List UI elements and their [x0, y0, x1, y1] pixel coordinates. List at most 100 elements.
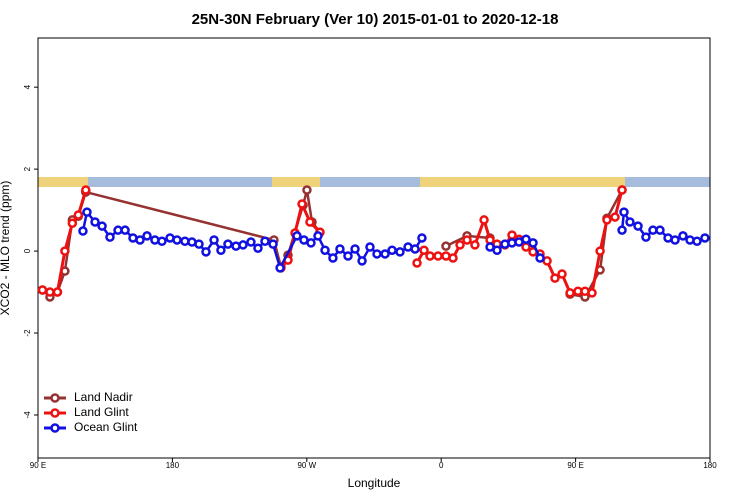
data-point: [313, 231, 323, 241]
y-axis-label: XCO2 - MLO trend (ppm): [0, 181, 12, 316]
data-point: [462, 235, 472, 245]
data-point: [305, 217, 315, 227]
y-tick-label: -2: [23, 329, 32, 337]
data-point: [455, 240, 465, 250]
data-point: [105, 232, 115, 242]
data-point: [253, 243, 263, 253]
legend-marker: [50, 423, 60, 433]
data-point: [507, 230, 517, 240]
data-point: [52, 287, 63, 297]
data-point: [81, 185, 91, 195]
data-point: [238, 240, 248, 250]
x-tick-label: 180: [703, 461, 717, 470]
data-point: [617, 225, 627, 235]
data-point: [417, 233, 427, 243]
x-tick-label: 90 E: [567, 461, 583, 470]
data-point: [37, 285, 48, 295]
data-point: [602, 215, 612, 225]
legend-marker: [50, 408, 60, 418]
y-tick-label: 4: [23, 84, 32, 89]
data-point: [633, 221, 643, 231]
data-point: [120, 225, 130, 235]
y-tick-label: 2: [23, 166, 32, 171]
data-point: [441, 241, 451, 251]
data-point: [335, 244, 345, 254]
data-point: [97, 221, 107, 231]
legend-label: Land Glint: [74, 405, 129, 419]
land-mask: [38, 177, 710, 187]
data-point: [692, 236, 702, 246]
data-point: [223, 239, 233, 249]
data-point: [678, 231, 688, 241]
data-point: [82, 207, 92, 217]
data-point: [425, 251, 435, 261]
data-point: [619, 207, 629, 217]
series: [78, 207, 710, 273]
data-point: [297, 199, 307, 209]
data-point: [216, 245, 226, 256]
data-point: [350, 244, 360, 254]
x-tick-label: 90 W: [297, 461, 316, 470]
data-point: [142, 231, 152, 241]
ocean-strip: [38, 177, 710, 187]
data-point: [78, 226, 88, 236]
y-tick-label: -4: [23, 411, 32, 419]
data-point: [209, 235, 219, 245]
data-point: [328, 253, 338, 263]
data-point: [557, 269, 567, 279]
x-tick-label: 180: [166, 461, 180, 470]
data-point: [67, 218, 78, 228]
data-point: [565, 288, 575, 298]
chart-title: 25N-30N February (Ver 10) 2015-01-01 to …: [192, 11, 559, 28]
x-axis-label: Longitude: [348, 476, 401, 490]
plot-frame: [37, 37, 711, 459]
data-point: [268, 239, 278, 249]
data-point: [135, 235, 145, 245]
data-point: [60, 246, 70, 256]
data-point: [320, 245, 330, 256]
data-point: [412, 258, 422, 268]
data-point: [655, 225, 665, 235]
data-point: [343, 251, 353, 261]
data-point: [485, 242, 495, 252]
data-point: [521, 242, 531, 252]
data-point: [419, 245, 429, 256]
data-point: [700, 233, 710, 243]
data-point: [292, 231, 302, 241]
data-point: [365, 242, 375, 252]
x-tick-label: 90 E: [30, 461, 46, 470]
x-tick-label: 0: [439, 461, 444, 470]
data-point: [90, 217, 100, 227]
data-point: [521, 234, 531, 244]
data-point: [595, 246, 605, 256]
land-strip: [420, 177, 625, 187]
data-point: [380, 249, 390, 259]
data-point: [357, 256, 367, 266]
data-point: [528, 238, 538, 248]
data-point: [387, 245, 397, 256]
land-strip: [38, 177, 88, 187]
data-point: [479, 215, 489, 225]
data-point: [470, 240, 480, 250]
data-point: [306, 238, 316, 248]
data-point: [625, 217, 635, 227]
data-point: [535, 253, 545, 263]
data-point: [201, 247, 211, 257]
data-point: [172, 235, 182, 245]
y-tick-label: 0: [23, 248, 32, 253]
data-point: [433, 251, 443, 261]
data-point: [275, 263, 285, 273]
data-point: [302, 185, 312, 195]
data-point: [410, 244, 420, 254]
data-point: [246, 237, 256, 247]
data-point: [45, 287, 55, 297]
data-point: [550, 273, 560, 283]
data-point: [194, 239, 204, 249]
data-point: [610, 212, 620, 222]
data-point: [617, 185, 627, 195]
data-point: [372, 249, 382, 259]
data-point: [670, 235, 680, 245]
data-point: [260, 236, 270, 246]
data-point: [157, 236, 167, 246]
legend-marker: [50, 393, 60, 403]
